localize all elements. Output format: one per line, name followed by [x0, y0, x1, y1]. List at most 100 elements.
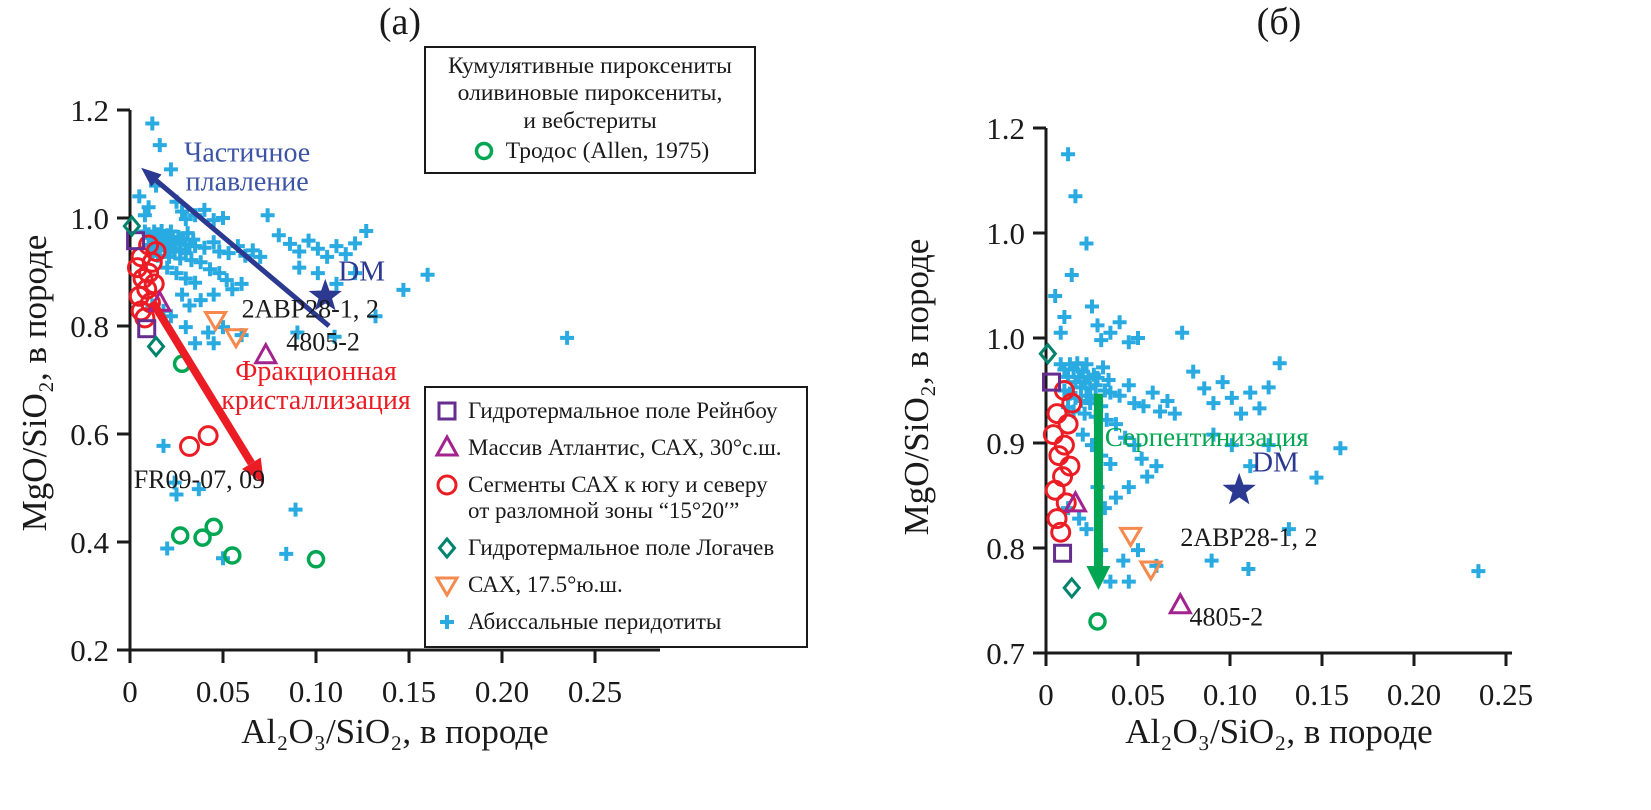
data-point-plus [206, 336, 221, 351]
data-point-plus [184, 253, 199, 268]
legend-entry-logatchev-label: Гидротермальное поле Логачев [468, 534, 775, 560]
data-point-plus [178, 271, 193, 286]
data-point-plus [1197, 381, 1212, 396]
mar175-nabla-icon [434, 576, 460, 598]
troodos-circle-icon [474, 142, 493, 161]
data-point-plus [152, 138, 167, 153]
data-point-plus [202, 262, 217, 277]
data-point-plus [1118, 430, 1133, 445]
data-point-plus [1215, 375, 1230, 390]
data-point-circle [1059, 455, 1081, 477]
data-point-plus [1094, 333, 1109, 348]
y-tick-label: 1.0 [986, 216, 1025, 251]
data-point-plus [132, 189, 147, 204]
data-point-plus [288, 502, 303, 517]
y-tick-label: 0.8 [986, 531, 1025, 566]
data-point-diamond [122, 214, 142, 238]
data-point-plus [1121, 335, 1136, 350]
data-point-circle [1057, 413, 1079, 435]
y-tick-label: 1.2 [70, 93, 109, 128]
data-point-plus [1261, 438, 1276, 453]
annotation-text: 4805-2 [286, 327, 360, 356]
x-tick-label: 0.20 [1387, 677, 1441, 712]
data-point-circle [1061, 392, 1083, 414]
data-point-plus [1112, 315, 1127, 330]
data-point-plus [169, 487, 184, 502]
data-point-plus [1186, 364, 1201, 379]
x-tick-label: 0.25 [1479, 677, 1533, 712]
series-mar175 [1118, 526, 1164, 582]
legend-entry-segments-line1: Сегменты САХ к югу и северу [468, 472, 768, 497]
data-point-plus [320, 249, 335, 264]
legend-entry-segments-label: Сегменты САХ к югу и северу от разломной… [468, 471, 768, 525]
data-point-circle [193, 528, 212, 547]
data-point-plus [329, 239, 344, 254]
data-point-plus [348, 266, 363, 281]
data-point-plus [156, 438, 171, 453]
data-point-circle [306, 550, 326, 569]
data-point-diamond [1062, 576, 1082, 600]
y-tick-label: 1.0 [986, 321, 1025, 356]
data-point-plus [1333, 441, 1348, 456]
data-point-plus [1103, 457, 1118, 471]
data-point-plus [1053, 325, 1068, 340]
data-point-plus [1101, 373, 1116, 387]
data-point-plus [1224, 438, 1239, 453]
data-point-plus [245, 243, 260, 258]
partial-melting-arrow-head [141, 167, 162, 187]
data-point-plus [1061, 147, 1076, 162]
data-point-nabla [434, 576, 460, 598]
x-tick-label: 0.05 [196, 674, 250, 709]
data-point-plus [219, 273, 234, 288]
legend-entry-rainbow-label: Гидротермальное поле Рейнбоу [468, 398, 778, 423]
legend-entry-abyssal-label: Абиссальные перидотиты [468, 608, 722, 634]
data-point-circle [436, 474, 458, 496]
annotation-text: 2ABP28-1, 2 [1180, 523, 1317, 552]
legend-pyroxenites-title-line3: и вебстериты [523, 107, 657, 134]
data-point-plus [175, 287, 190, 302]
data-point-plus [1064, 268, 1079, 282]
series-logatchev [122, 214, 166, 358]
legend-entry-segments-line2: от разломной зоны “15°20′” [468, 498, 740, 524]
data-point-plus [178, 320, 193, 335]
data-point-plus [1204, 553, 1219, 568]
data-point-plus [1057, 310, 1072, 324]
data-point-plus [212, 266, 227, 281]
x-tick-label: 0.20 [475, 674, 529, 709]
panel-b-axes [1044, 128, 1512, 655]
dm-star [1222, 472, 1256, 505]
annotation-text: плавление [186, 166, 309, 197]
data-point-plus [260, 208, 275, 223]
data-point-plus [1261, 380, 1276, 395]
annotation-text: кристаллизация [221, 385, 411, 416]
data-point-plus [1075, 427, 1090, 442]
data-point-plus [1471, 564, 1486, 579]
data-point-plus [216, 551, 230, 566]
legend-entry-mar175-label: САХ, 17.5°ю.ш. [468, 571, 623, 597]
data-point-plus [560, 330, 575, 345]
data-point-plus [1153, 404, 1168, 419]
data-point-plus [1127, 396, 1142, 411]
rainbow-square-icon [437, 401, 457, 421]
data-point-plus [1108, 417, 1123, 432]
y-tick-label: 0.8 [70, 309, 109, 344]
legend-pyroxenites-title-line1: Кумулятивные пироксениты [448, 53, 732, 79]
data-point-plus [206, 287, 221, 302]
data-point-plus [225, 282, 240, 297]
annotation-text: Серпентинизация [1105, 422, 1309, 452]
legend-entry-atlantis-label: Массив Атлантис, САХ, 30°с.ш. [468, 435, 782, 460]
data-point-plus [1140, 469, 1155, 484]
panel-a-xaxis-label: Al₂O₃/SiO₂, в породе [241, 712, 549, 751]
data-point-plus [327, 329, 342, 344]
data-point-plus [206, 213, 221, 228]
data-point-plus [396, 282, 411, 297]
data-point-plus [1083, 381, 1098, 396]
data-point-plus [1234, 406, 1249, 421]
legend-entry-logatchev: Гидротермальное поле Логачев [434, 534, 800, 562]
data-point-plus [1079, 522, 1094, 537]
data-point-plus [1134, 451, 1149, 466]
data-point-plus [160, 260, 175, 275]
partial-melting-arrow [154, 178, 331, 328]
data-point-plus [1103, 385, 1118, 400]
